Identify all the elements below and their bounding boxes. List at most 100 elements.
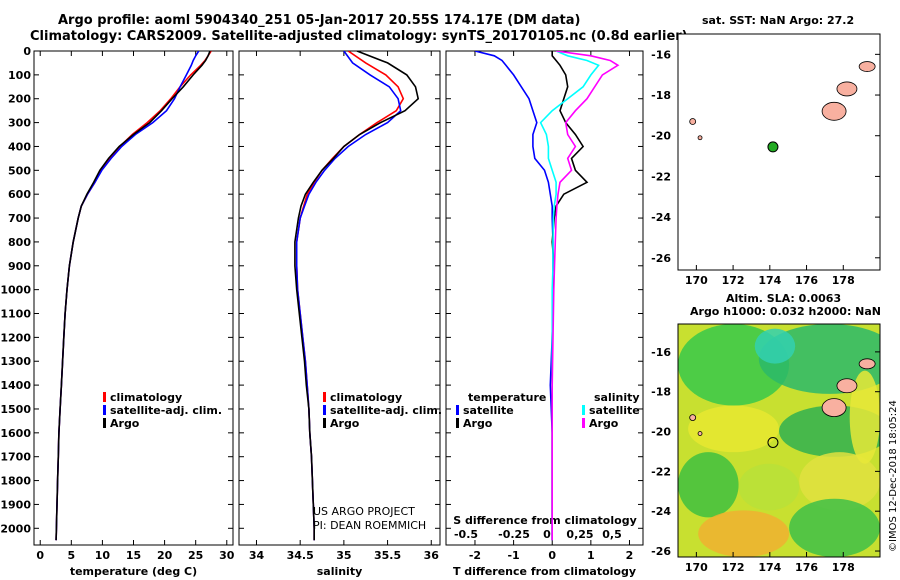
series-line-argo [294,51,420,541]
y-tick-label: 800 [8,236,31,249]
legend-item-climatology: climatology [323,391,442,404]
y-tick-label: 1300 [0,355,31,368]
series-line-temperature-satellite [474,51,554,541]
x-tick-label: -2 [469,549,481,562]
x-axis-label: T difference from climatology [453,565,636,578]
island-shape [697,431,703,436]
island-shape [697,135,703,141]
legend-swatch-blue [323,405,326,415]
map-y-tick-label: -20 [651,130,671,143]
y-tick-label: 0 [23,45,31,58]
legend-swatch-red [103,392,106,402]
sst-map [678,34,880,270]
map-y-tick-label: -20 [651,426,671,439]
x-axis-label: temperature (deg C) [70,565,197,578]
header-line-1: Argo profile: aoml 5904340_251 05-Jan-20… [58,13,581,28]
x-tick-label: 34 [249,549,265,562]
map-y-tick-label: -26 [651,545,671,558]
legend-diff-salinity: salinity satellite Argo [582,391,640,430]
x-tick-label: 30 [219,549,235,562]
legend-item-argo: Argo [456,417,546,430]
map-y-tick-label: -16 [651,346,671,359]
map-y-tick-label: -18 [651,386,671,399]
y-tick-label: 700 [8,212,31,225]
y-tick-label: 1800 [0,475,31,488]
series-line-climatology [55,51,212,541]
plot-frame [445,50,644,546]
legend-swatch-cyan [582,405,585,415]
sla-blob [678,452,739,518]
credit-project: US ARGO PROJECT [313,505,415,518]
header-line-2: Climatology: CARS2009. Satellite-adjuste… [30,29,688,44]
legend-swatch-black [103,418,106,428]
y-tick-label: 1600 [0,427,31,440]
legend-heading-salinity: salinity [594,391,640,404]
y-tick-label: 1000 [0,284,31,297]
legend-swatch-blue [456,405,459,415]
map-y-tick-label: -16 [651,48,671,61]
x-tick-label: 5 [67,549,75,562]
sla-blob [738,463,800,511]
island-shape [821,101,847,121]
map-y-tick-label: -18 [651,89,671,102]
x2-tick-label: 0,25 [566,528,593,541]
legend-item-climatology: climatology [103,391,222,404]
legend-item-argo: Argo [582,417,640,430]
y-tick-label: 1400 [0,379,31,392]
y-tick-label: 400 [8,140,31,153]
x2-tick-label: 0,5 [602,528,622,541]
x-tick-label: 34.5 [287,549,314,562]
plot-frame [238,50,441,546]
series-line-argo [55,51,211,541]
map-x-tick-label: 176 [795,561,818,574]
map-x-tick-label: 170 [685,274,708,287]
legend-swatch-magenta [582,418,585,428]
legend-swatch-black [323,418,326,428]
legend-item-argo: Argo [103,417,222,430]
island-shape [836,378,858,394]
argo-float-marker [767,141,779,153]
map-y-tick-label: -22 [651,465,671,478]
legend-temperature: climatology satellite-adj. clim. Argo [103,391,222,430]
legend-salinity: climatology satellite-adj. clim. Argo [323,391,442,430]
legend-swatch-blue [103,405,106,415]
legend-diff-temperature: temperature satellite Argo [456,391,546,430]
y-tick-label: 1900 [0,498,31,511]
x-tick-label: 20 [157,549,173,562]
map-y-tick-label: -26 [651,252,671,265]
island-shape [689,414,697,421]
series-line-salinity-argo [551,51,620,541]
x-tick-label: 0 [548,549,556,562]
sla-blob [799,452,880,511]
map-background [678,34,880,270]
x-tick-label: 2 [626,549,634,562]
x-tick-label: -1 [507,549,519,562]
legend-swatch-black [456,418,459,428]
series-line-temperature-argo [551,51,589,541]
island-shape [836,81,858,97]
map-x-tick-label: 176 [795,274,818,287]
x-tick-label: 35 [336,549,351,562]
island-shape [858,61,876,72]
x-axis-label: salinity [317,565,363,578]
series-line-climatology [295,51,405,541]
y-tick-label: 300 [8,117,31,130]
watermark: ©IMOS 12-Dec-2018 18:05:24 [888,400,899,552]
y-tick-label: 1700 [0,451,31,464]
y-tick-label: 1100 [0,308,31,321]
legend-heading-temperature: temperature [468,391,547,404]
map-frame [677,323,881,558]
sla-map [678,324,880,557]
legend-item-satellite: satellite [582,404,640,417]
map-x-tick-label: 172 [722,561,745,574]
sla-blob [688,405,779,453]
y-tick-label: 200 [8,93,31,106]
map-y-tick-label: -22 [651,170,671,183]
map-x-tick-label: 170 [685,561,708,574]
series-group [474,51,620,541]
sla-blob [849,370,880,464]
map1-title: sat. SST: NaN Argo: 27.2 [702,14,855,27]
map-y-tick-label: -24 [651,211,671,224]
x-tick-label: 1 [587,549,595,562]
